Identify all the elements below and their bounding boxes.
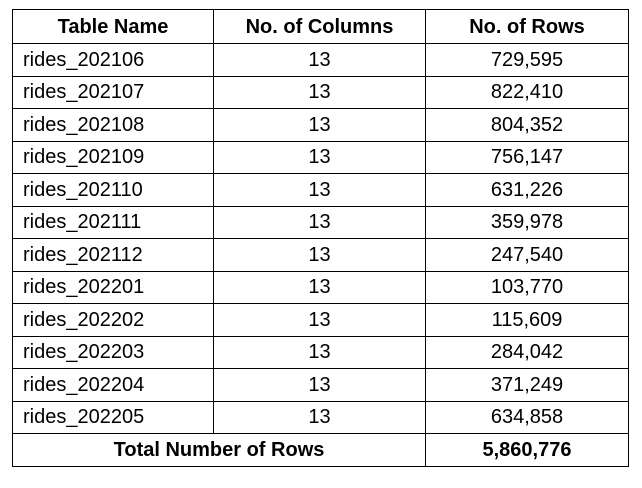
total-value: 5,860,776 <box>425 433 629 467</box>
row-count-cell: 359,978 <box>425 205 629 239</box>
rides-table: Table Name No. of Columns No. of Rows ri… <box>12 9 629 467</box>
table-row: rides_202204 13 371,249 <box>12 368 629 402</box>
table-name-cell: rides_202201 <box>12 270 214 304</box>
row-count-cell: 804,352 <box>425 108 629 142</box>
row-count-cell: 634,858 <box>425 400 629 434</box>
table-row: rides_202110 13 631,226 <box>12 173 629 207</box>
header-no-of-columns: No. of Columns <box>213 9 426 44</box>
total-row: Total Number of Rows 5,860,776 <box>12 433 629 467</box>
column-count-cell: 13 <box>213 140 426 174</box>
row-count-cell: 284,042 <box>425 335 629 369</box>
column-count-cell: 13 <box>213 238 426 272</box>
table-name-cell: rides_202111 <box>12 205 214 239</box>
row-count-cell: 631,226 <box>425 173 629 207</box>
row-count-cell: 371,249 <box>425 368 629 402</box>
column-count-cell: 13 <box>213 108 426 142</box>
table-body: rides_202106 13 729,595 rides_202107 13 … <box>12 43 629 467</box>
table-row: rides_202106 13 729,595 <box>12 43 629 77</box>
row-count-cell: 247,540 <box>425 238 629 272</box>
row-count-cell: 115,609 <box>425 303 629 337</box>
column-count-cell: 13 <box>213 205 426 239</box>
table-row: rides_202108 13 804,352 <box>12 108 629 142</box>
table-name-cell: rides_202110 <box>12 173 214 207</box>
row-count-cell: 822,410 <box>425 75 629 109</box>
table-row: rides_202203 13 284,042 <box>12 335 629 369</box>
table-name-cell: rides_202204 <box>12 368 214 402</box>
table-row: rides_202109 13 756,147 <box>12 140 629 174</box>
table-row: rides_202107 13 822,410 <box>12 75 629 109</box>
table-row: rides_202111 13 359,978 <box>12 205 629 239</box>
total-label: Total Number of Rows <box>12 433 426 467</box>
table-name-cell: rides_202205 <box>12 400 214 434</box>
column-count-cell: 13 <box>213 368 426 402</box>
column-count-cell: 13 <box>213 75 426 109</box>
table-name-cell: rides_202112 <box>12 238 214 272</box>
table-header: Table Name No. of Columns No. of Rows <box>12 9 629 44</box>
table-name-cell: rides_202108 <box>12 108 214 142</box>
table-row: rides_202201 13 103,770 <box>12 270 629 304</box>
table-name-cell: rides_202107 <box>12 75 214 109</box>
header-no-of-rows: No. of Rows <box>425 9 629 44</box>
table-row: rides_202112 13 247,540 <box>12 238 629 272</box>
table-name-cell: rides_202109 <box>12 140 214 174</box>
column-count-cell: 13 <box>213 173 426 207</box>
row-count-cell: 103,770 <box>425 270 629 304</box>
table-name-cell: rides_202106 <box>12 43 214 77</box>
row-count-cell: 756,147 <box>425 140 629 174</box>
table-name-cell: rides_202202 <box>12 303 214 337</box>
header-row: Table Name No. of Columns No. of Rows <box>12 9 629 44</box>
table-name-cell: rides_202203 <box>12 335 214 369</box>
column-count-cell: 13 <box>213 43 426 77</box>
column-count-cell: 13 <box>213 303 426 337</box>
table-row: rides_202202 13 115,609 <box>12 303 629 337</box>
header-table-name: Table Name <box>12 9 214 44</box>
column-count-cell: 13 <box>213 270 426 304</box>
column-count-cell: 13 <box>213 335 426 369</box>
column-count-cell: 13 <box>213 400 426 434</box>
table-row: rides_202205 13 634,858 <box>12 400 629 434</box>
row-count-cell: 729,595 <box>425 43 629 77</box>
